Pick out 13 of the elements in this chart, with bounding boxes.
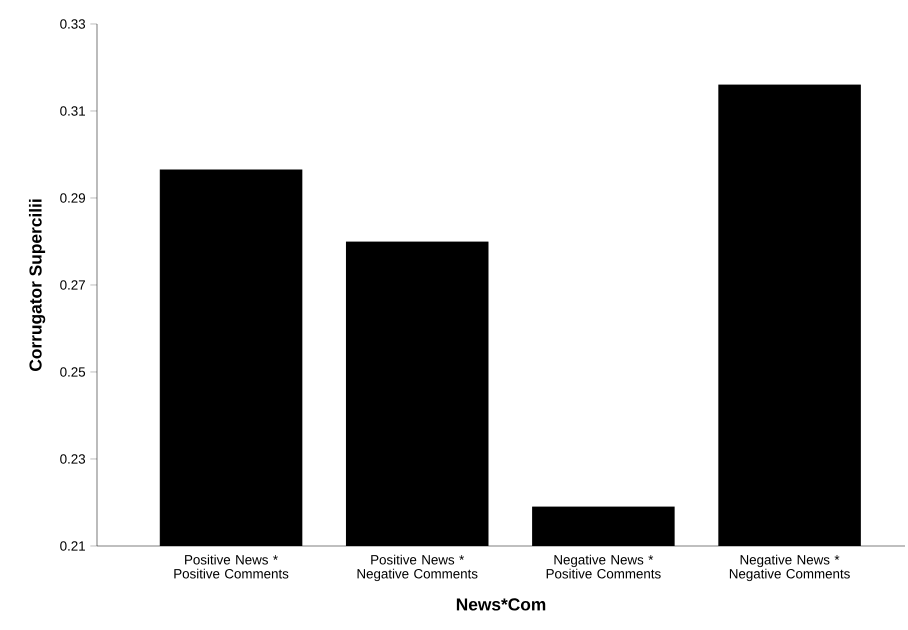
y-tick-label: 0.31	[60, 106, 85, 116]
y-tick-label: 0.21	[60, 541, 85, 551]
y-tick-label: 0.27	[60, 280, 85, 290]
x-axis-title: News*Com	[456, 598, 546, 611]
x-tick-label: Negative News * Positive Comments	[546, 554, 661, 578]
x-tick-label: Positive News * Positive Comments	[174, 554, 288, 578]
y-tick-label: 0.33	[60, 19, 86, 29]
y-tick-label: 0.29	[60, 193, 86, 203]
x-tick-label: Positive News * Negative Comments	[358, 554, 478, 582]
y-tick-label: 0.25	[60, 367, 86, 377]
y-axis-title: Corrugator Supercilii	[28, 200, 46, 371]
x-tick-label: Negative News * Negative Comments	[730, 554, 850, 582]
y-tick-label: 0.23	[60, 454, 86, 464]
